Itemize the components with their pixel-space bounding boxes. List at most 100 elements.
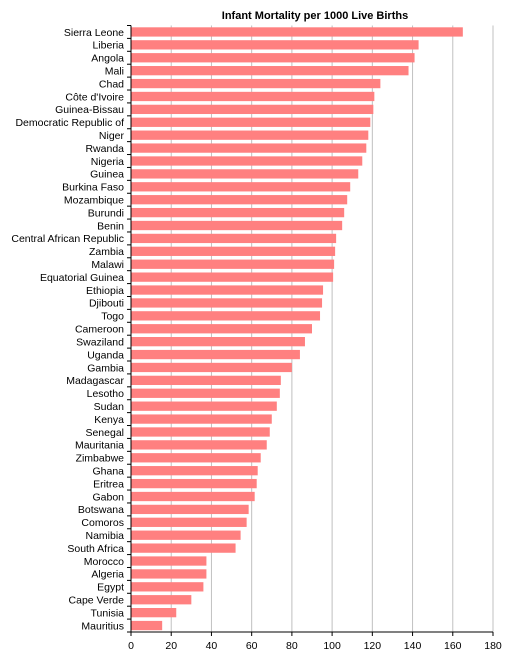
bar [131, 220, 343, 231]
bar [131, 311, 321, 321]
category-label: Swaziland [76, 336, 124, 348]
bar [131, 491, 255, 502]
category-label: Lesotho [87, 388, 125, 400]
category-label: Guinea-Bissau [55, 104, 124, 116]
bar [131, 375, 281, 386]
bar [131, 272, 334, 282]
bar [131, 298, 323, 308]
category-label: Mozambique [64, 195, 124, 207]
bars [131, 27, 463, 631]
category-label: Egypt [97, 582, 124, 594]
category-label: Central African Republic [11, 233, 124, 245]
bar [131, 337, 305, 347]
category-label: Zambia [89, 246, 124, 258]
bar [131, 104, 374, 115]
bar [131, 156, 363, 166]
category-label: Djibouti [89, 298, 124, 310]
bar [131, 78, 381, 89]
category-label: Gambia [87, 362, 124, 374]
category-label: Benin [97, 220, 124, 232]
bar [131, 362, 292, 373]
chart-title: Infant Mortality per 1000 Live Births [222, 10, 408, 22]
bar [131, 517, 247, 527]
category-label: Sudan [94, 401, 125, 413]
bar [131, 117, 371, 127]
bar [131, 504, 249, 515]
bar [131, 182, 351, 192]
x-tick-label: 160 [444, 640, 462, 652]
bar [131, 414, 272, 424]
x-tick-label: 100 [323, 640, 341, 652]
bar [131, 607, 177, 618]
bar [131, 401, 277, 411]
category-label: Togo [101, 311, 124, 323]
bar [131, 53, 415, 63]
category-label: Mali [105, 65, 124, 77]
bar [131, 324, 312, 334]
category-label: Botswana [78, 504, 124, 516]
bar [131, 66, 409, 76]
bar [131, 233, 337, 244]
bar [131, 453, 261, 463]
x-tick-label: 60 [246, 640, 258, 652]
bar [131, 427, 270, 437]
category-label: Uganda [87, 349, 124, 361]
bar [131, 569, 207, 579]
bar [131, 466, 258, 476]
category-label: Ghana [92, 465, 124, 477]
category-label: Kenya [94, 414, 124, 426]
category-label: Eritrea [93, 478, 124, 490]
category-label: Guinea [90, 169, 124, 181]
category-label: Tunisia [91, 607, 125, 619]
category-label: Morocco [84, 556, 124, 568]
bar [131, 169, 359, 179]
bar [131, 27, 463, 37]
bar [131, 556, 207, 566]
category-label: Sierra Leone [64, 27, 124, 39]
axes [127, 25, 494, 636]
category-label: Angola [91, 53, 124, 65]
bar [131, 440, 267, 450]
bar [131, 143, 367, 153]
category-label: Namibia [85, 530, 124, 542]
category-label: Democratic Republic of [15, 117, 124, 129]
category-label: Liberia [92, 40, 124, 52]
bar [131, 259, 335, 269]
category-label: Ethiopia [86, 285, 124, 297]
category-label: Nigeria [91, 156, 124, 168]
category-label: Madagascar [66, 375, 124, 387]
x-tick-label: 180 [484, 640, 502, 652]
category-label: Cameroon [75, 324, 124, 336]
x-tick-label: 80 [286, 640, 298, 652]
x-tick-label: 120 [364, 640, 382, 652]
bar [131, 478, 257, 489]
bar [131, 543, 236, 553]
bar [131, 620, 163, 631]
x-tick-label: 140 [404, 640, 422, 652]
category-label: Cape Verde [69, 595, 125, 607]
bar [131, 91, 375, 102]
category-label: Rwanda [85, 143, 124, 155]
category-label: Côte d'Ivoire [65, 91, 124, 103]
category-label: Mauritania [75, 440, 124, 452]
bar [131, 195, 348, 205]
bar [131, 285, 324, 295]
bar [131, 130, 369, 140]
category-label: Equatorial Guinea [40, 272, 124, 284]
category-label: Chad [99, 78, 124, 90]
bar [131, 595, 192, 605]
bar [131, 582, 204, 592]
x-tick-label: 0 [128, 640, 134, 652]
bar [131, 388, 280, 398]
x-tick-label: 20 [165, 640, 177, 652]
category-label: Algeria [91, 569, 124, 581]
bar [131, 530, 241, 540]
category-label: Senegal [85, 427, 124, 439]
x-tick-labels: 0 20 40 60 80 100 120 140 160 180 [128, 640, 502, 652]
bar [131, 40, 419, 50]
bar [131, 246, 336, 256]
category-label: Burundi [88, 207, 124, 219]
bar [131, 207, 345, 218]
category-label: Zimbabwe [76, 453, 125, 465]
